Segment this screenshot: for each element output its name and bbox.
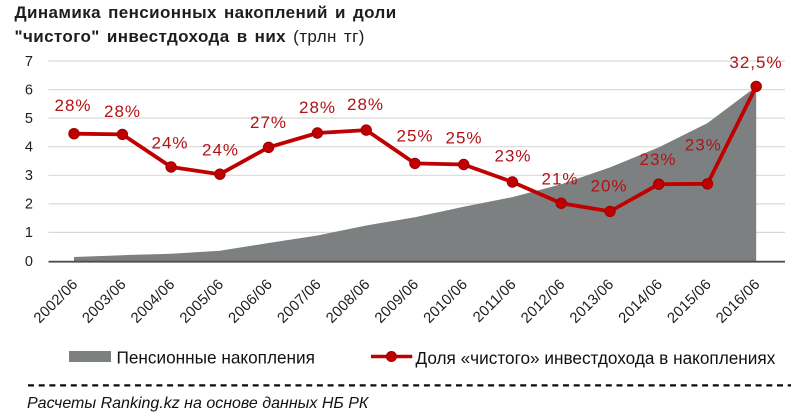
- svg-text:2: 2: [25, 197, 33, 213]
- svg-text:25%: 25%: [445, 129, 482, 148]
- svg-text:23%: 23%: [639, 150, 676, 169]
- svg-text:27%: 27%: [250, 113, 287, 132]
- svg-text:20%: 20%: [590, 177, 627, 196]
- svg-text:Динамика пенсионных накоплений: Динамика пенсионных накоплений и доли: [15, 3, 397, 22]
- svg-text:4: 4: [25, 140, 33, 156]
- svg-text:5: 5: [25, 111, 33, 127]
- svg-text:28%: 28%: [299, 98, 336, 117]
- svg-text:"чистого" инвестдохода в них (: "чистого" инвестдохода в них (трлн тг): [15, 27, 365, 46]
- svg-text:24%: 24%: [151, 134, 188, 153]
- svg-text:0: 0: [25, 254, 33, 270]
- svg-text:Доля «чистого» инвестдохода в: Доля «чистого» инвестдохода в накопления…: [416, 348, 776, 368]
- svg-text:25%: 25%: [396, 127, 433, 146]
- svg-text:Пенсионные накопления: Пенсионные накопления: [117, 348, 315, 368]
- svg-text:Расчеты Ranking.kz на основе д: Расчеты Ranking.kz на основе данных НБ Р…: [27, 395, 370, 412]
- svg-text:3: 3: [25, 168, 33, 184]
- svg-text:21%: 21%: [541, 170, 578, 189]
- svg-text:32,5%: 32,5%: [729, 53, 782, 72]
- svg-text:6: 6: [25, 82, 33, 98]
- svg-text:28%: 28%: [54, 96, 91, 115]
- svg-text:7: 7: [25, 54, 33, 70]
- svg-text:24%: 24%: [202, 141, 239, 160]
- svg-text:28%: 28%: [104, 102, 141, 121]
- svg-text:23%: 23%: [685, 136, 722, 155]
- svg-text:1: 1: [25, 225, 33, 241]
- svg-text:23%: 23%: [494, 147, 531, 166]
- svg-text:28%: 28%: [347, 95, 384, 114]
